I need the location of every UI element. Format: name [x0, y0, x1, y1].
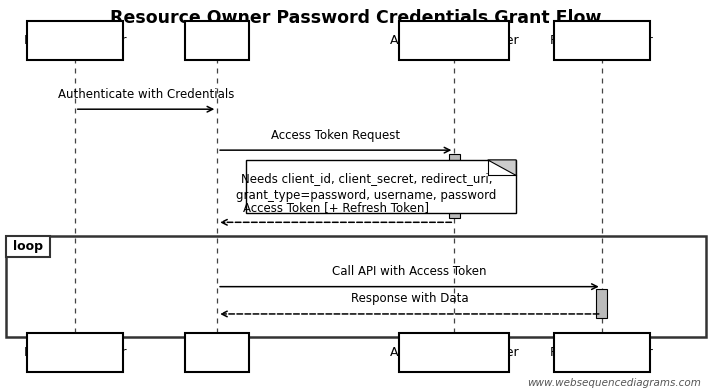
Bar: [596, 289, 607, 318]
Text: Resource Owner: Resource Owner: [23, 346, 126, 360]
Text: Call API with Access Token: Call API with Access Token: [333, 265, 486, 278]
Text: Access Token [+ Refresh Token]: Access Token [+ Refresh Token]: [243, 201, 429, 214]
Bar: [553, 21, 649, 60]
Text: Response with Data: Response with Data: [350, 292, 468, 305]
Text: Resource Server: Resource Server: [550, 346, 653, 360]
Bar: [185, 21, 249, 60]
Text: Resource Owner: Resource Owner: [23, 34, 126, 48]
Bar: [6, 236, 706, 337]
Bar: [26, 333, 122, 372]
Bar: [246, 160, 516, 213]
Bar: [553, 333, 649, 372]
Text: Resource Owner Password Credentials Grant Flow: Resource Owner Password Credentials Gran…: [110, 9, 602, 27]
Text: Needs client_id, client_secret, redirect_uri,: Needs client_id, client_secret, redirect…: [241, 172, 493, 185]
Text: loop: loop: [13, 240, 43, 253]
Text: Authorization Server: Authorization Server: [390, 34, 518, 48]
Bar: [399, 21, 510, 60]
Text: Resource Server: Resource Server: [550, 34, 653, 48]
Text: Client: Client: [199, 34, 235, 48]
Text: www.websequencediagrams.com: www.websequencediagrams.com: [528, 378, 701, 388]
Bar: [399, 333, 510, 372]
Bar: [185, 333, 249, 372]
Bar: [6, 236, 50, 257]
Bar: [449, 154, 460, 218]
Text: Authorization Server: Authorization Server: [390, 346, 518, 360]
Text: Client: Client: [199, 346, 235, 360]
Bar: [26, 21, 122, 60]
Text: Access Token Request: Access Token Request: [271, 129, 400, 142]
Text: grant_type=password, username, password: grant_type=password, username, password: [236, 190, 497, 202]
Polygon shape: [488, 160, 516, 176]
Text: Authenticate with Credentials: Authenticate with Credentials: [58, 88, 234, 101]
